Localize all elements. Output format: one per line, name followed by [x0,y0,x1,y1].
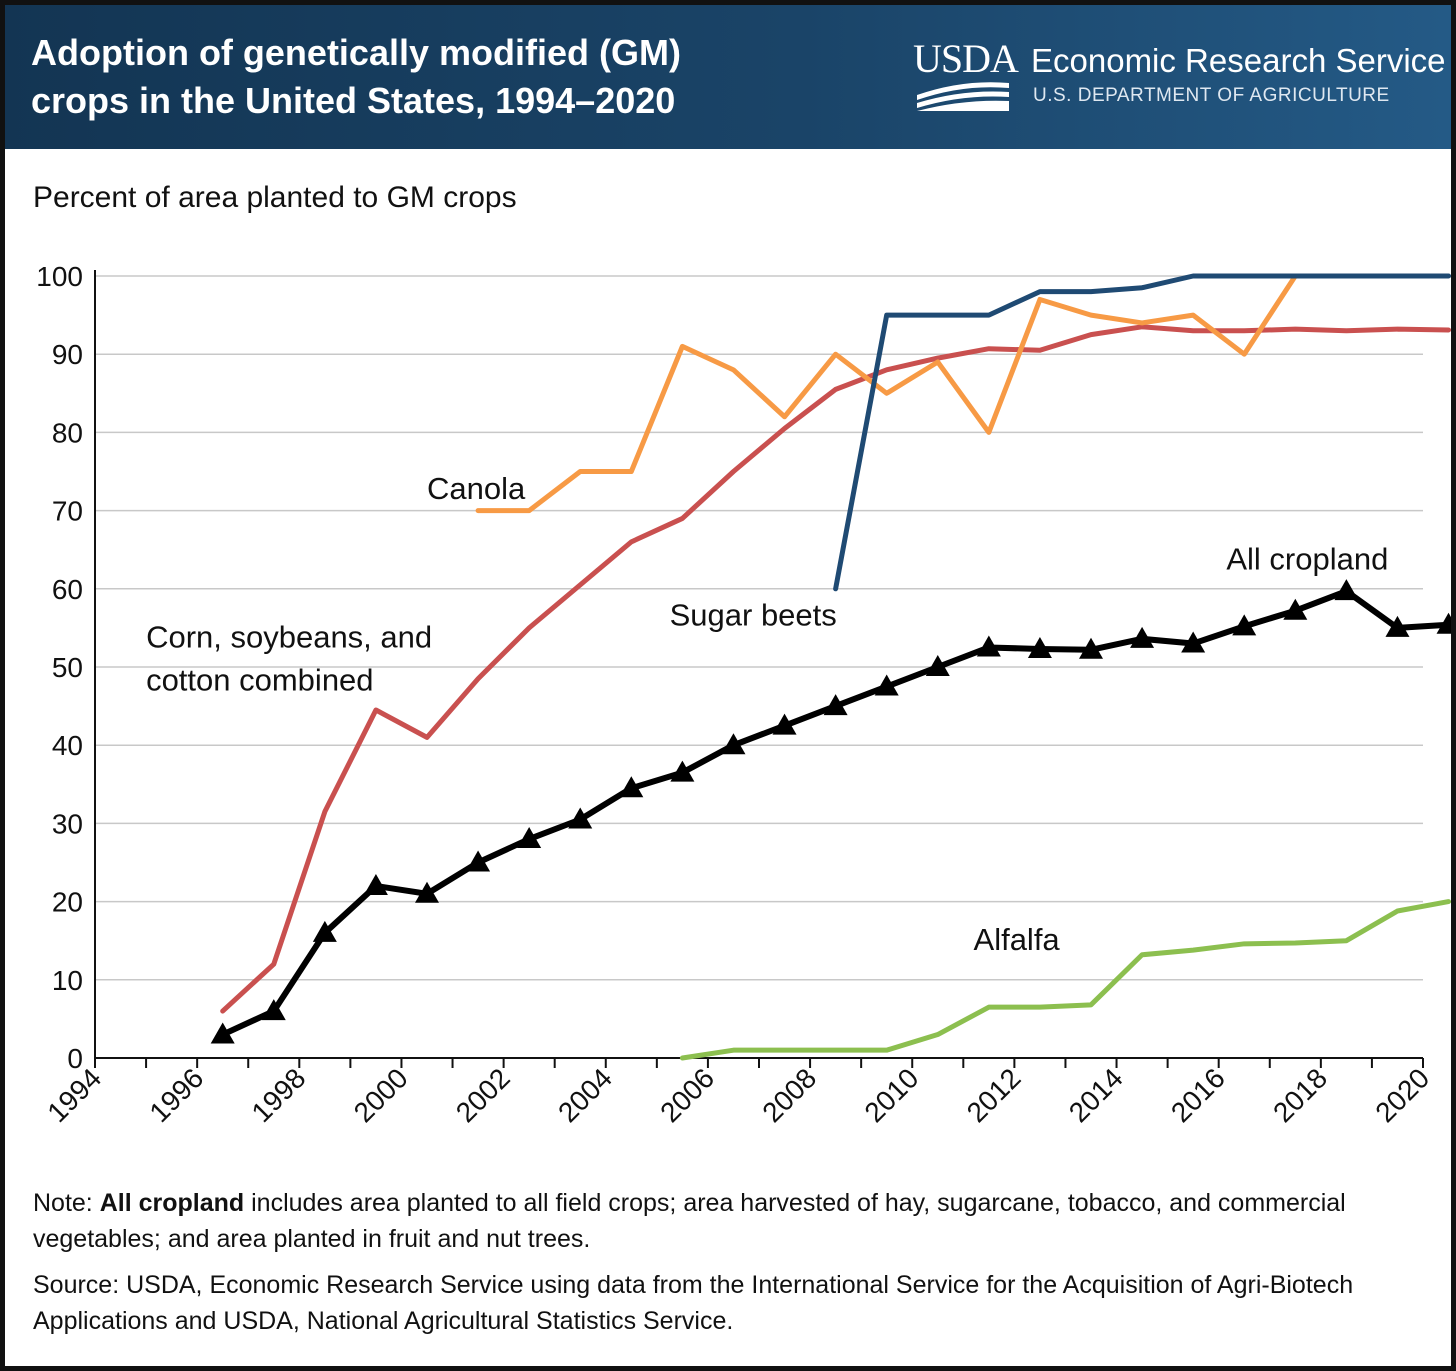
y-tick-label: 0 [67,1043,83,1074]
note-text: includes area planted to all field crops… [33,1189,1346,1253]
label-corn-soy-cotton: Corn, soybeans, and [146,619,432,654]
label-alfalfa: Alfalfa [974,922,1061,957]
data-point-marker [363,873,388,895]
data-point-marker [517,827,542,849]
data-point-marker [874,674,899,696]
usda-logo-text: USDA [913,36,1019,81]
usda-logo-stripes-icon [917,82,1009,111]
series-labels: Canola Sugar beets All cropland Corn, soybe… [146,471,1388,957]
x-tick-label: 2014 [1063,1062,1129,1128]
footnote: Note: All cropland includes area planted… [33,1185,1423,1257]
data-point-marker [670,760,695,782]
x-tick-label: 2004 [552,1062,618,1128]
title-line-2: crops in the United States, 1994–2020 [31,80,676,121]
data-point-marker [312,920,337,942]
y-tick-label: 40 [52,730,83,761]
gridlines [95,275,1423,981]
data-point-marker [1385,615,1410,637]
header-banner: Adoption of genetically modified (GM) cr… [5,5,1451,149]
series-lines [210,273,1451,1061]
data-point-marker [619,776,644,798]
x-tick-label: 2016 [1165,1062,1231,1128]
y-tick-label: 10 [52,965,83,996]
x-tick-label: 2018 [1267,1062,1333,1128]
data-point-marker [1181,631,1206,653]
data-point-marker [261,999,286,1021]
x-tick-label: 2000 [348,1062,414,1128]
data-point-marker [823,694,848,716]
y-tick-label: 30 [52,808,83,839]
y-tick-label: 50 [52,652,83,683]
x-tick-label: 1996 [143,1062,209,1128]
data-point-marker [976,635,1001,657]
label-all-cropland: All cropland [1226,541,1388,576]
x-tick-label: 2002 [450,1062,516,1128]
data-point-marker [568,807,593,829]
data-point-marker [1283,598,1308,620]
note-bold-term: All cropland [99,1189,245,1217]
chart-title: Adoption of genetically modified (GM) cr… [31,29,811,125]
label-corn-soy-cotton: cotton combined [146,662,373,697]
x-tick-label: 2006 [654,1062,720,1128]
label-canola: Canola [427,471,526,506]
x-tick-label: 1998 [246,1062,312,1128]
data-point-marker [1436,612,1451,634]
series-line-sugar-beets [833,273,1451,592]
data-point-marker [925,655,950,676]
data-point-marker [721,733,746,755]
label-sugar-beets: Sugar beets [670,598,837,633]
y-axis-label: Percent of area planted to GM crops [33,181,517,214]
data-point-marker [1027,637,1052,659]
y-tick-label: 90 [52,339,83,370]
title-line-1: Adoption of genetically modified (GM) [31,32,681,73]
usda-logo: USDA [913,39,1019,115]
y-tick-label: 60 [52,574,83,605]
x-tick-label: 2010 [859,1062,925,1128]
x-tick-label: 2008 [756,1062,822,1128]
data-point-marker [1079,637,1103,659]
data-point-marker [1232,614,1257,636]
source-note: Source: USDA, Economic Research Service … [33,1271,1354,1335]
data-point-marker [1334,579,1359,601]
y-tick-label: 20 [52,887,83,918]
data-point-marker [772,713,797,735]
data-point-marker [466,850,491,872]
series-line-alfalfa [679,899,1451,1061]
series-line-all-cropland [219,588,1451,1038]
data-point-marker [1130,626,1155,648]
y-tick-label: 100 [36,261,83,292]
agency-name: Economic Research Service [1031,42,1446,79]
series-line-canola [475,273,1298,514]
y-tick-label: 70 [52,496,83,527]
data-point-marker [210,1022,235,1044]
y-tick-label: 80 [52,417,83,448]
x-tick-label: 2012 [961,1062,1027,1128]
x-tick-label: 2020 [1369,1062,1435,1128]
department-name: U.S. DEPARTMENT OF AGRICULTURE [1033,85,1390,106]
x-tick-label: 1994 [41,1062,107,1128]
line-chart: 0 10 20 30 40 50 60 70 80 90 100 1994 1996 1998 2000 20… [36,261,1451,1128]
series-line-corn-soybeans-and-cotton-combined [220,324,1451,1014]
note-prefix: Note: [33,1189,100,1217]
data-point-marker [415,881,439,903]
